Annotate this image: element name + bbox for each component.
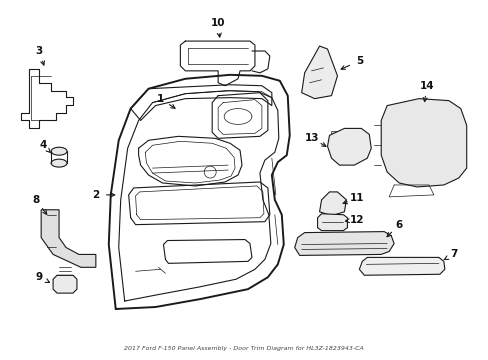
Text: 6: 6 [395,220,402,230]
Text: 7: 7 [449,249,457,260]
FancyBboxPatch shape [436,111,457,136]
Text: 14: 14 [419,81,433,91]
Text: 4: 4 [40,140,47,150]
FancyBboxPatch shape [331,131,343,147]
Text: 3: 3 [36,46,43,56]
Ellipse shape [51,159,67,167]
Polygon shape [359,257,444,275]
Text: 1: 1 [157,94,164,104]
Polygon shape [53,275,77,293]
Polygon shape [317,214,346,231]
Text: 8: 8 [33,195,40,205]
Polygon shape [327,129,370,165]
Text: 5: 5 [355,56,362,66]
Text: 9: 9 [36,272,42,282]
Text: 12: 12 [349,215,364,225]
Text: 13: 13 [304,133,318,143]
Polygon shape [301,46,337,99]
FancyBboxPatch shape [389,143,410,168]
Polygon shape [41,210,96,267]
FancyBboxPatch shape [413,111,433,136]
Text: 2017 Ford F-150 Panel Assembly - Door Trim Diagram for HL3Z-1823943-CA: 2017 Ford F-150 Panel Assembly - Door Tr… [124,346,363,351]
Text: 2: 2 [92,190,99,200]
FancyBboxPatch shape [436,143,457,168]
FancyBboxPatch shape [345,129,357,144]
FancyBboxPatch shape [413,143,433,168]
FancyBboxPatch shape [353,134,365,150]
Text: 10: 10 [210,18,225,28]
Ellipse shape [51,147,67,155]
Polygon shape [294,231,393,255]
Text: 11: 11 [349,193,364,203]
Polygon shape [381,99,466,187]
Polygon shape [319,192,346,216]
FancyBboxPatch shape [389,111,410,136]
